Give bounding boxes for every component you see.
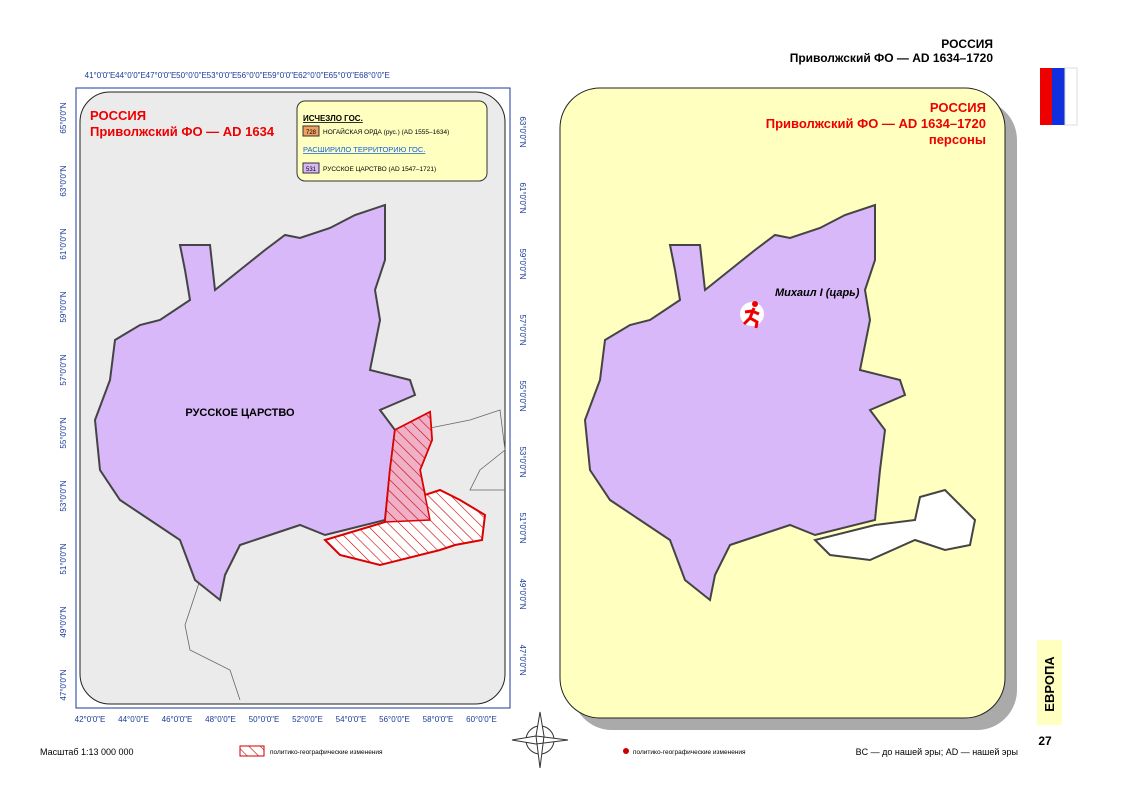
lon-tick-label: 46°0'0"E <box>162 715 193 724</box>
lat-tick-label: 53°0'0"N <box>59 480 68 511</box>
person-icon <box>740 301 764 329</box>
header-title: РОССИЯ <box>941 37 993 51</box>
lon-tick-label: 42°0'0"E <box>75 715 106 724</box>
lat-tick-label: 59°0'0"N <box>518 248 527 279</box>
lat-tick-label: 53°0'0"N <box>518 446 527 477</box>
map-title: РОССИЯ <box>930 100 986 115</box>
lon-tick-label: 48°0'0"E <box>205 715 236 724</box>
lon-tick-label: 56°0'0"E <box>237 71 268 80</box>
lon-tick-label: 44°0'0"E <box>115 71 146 80</box>
flag <box>1040 67 1078 126</box>
lat-tick-label: 49°0'0"N <box>518 578 527 609</box>
lat-tick-label: 55°0'0"N <box>59 417 68 448</box>
lon-tick-label: 47°0'0"E <box>146 71 177 80</box>
lon-tick-label: 58°0'0"E <box>423 715 454 724</box>
legend-heading: ИСЧЕЗЛО ГОС. <box>303 114 363 123</box>
lon-tick-label: 68°0'0"E <box>359 71 390 80</box>
legend-code: 531 <box>306 167 317 173</box>
page-number: 27 <box>1038 734 1052 748</box>
lon-tick-label: 50°0'0"E <box>176 71 207 80</box>
side-tab-label: ЕВРОПА <box>1042 656 1057 712</box>
side-tab <box>1037 640 1062 725</box>
era-note: BC — до нашей эры; AD — нашей эры <box>856 747 1018 757</box>
legend-label: НОГАЙСКАЯ ОРДА (рус.) (AD 1555–1634) <box>323 127 449 136</box>
lat-tick-label: 59°0'0"N <box>59 291 68 322</box>
dot-swatch <box>623 748 629 754</box>
hatch-legend: политико-географические изменения <box>270 749 383 756</box>
lon-tick-label: 50°0'0"E <box>249 715 280 724</box>
lat-tick-label: 57°0'0"N <box>518 314 527 345</box>
legend-code: 728 <box>306 130 317 136</box>
lat-tick-label: 51°0'0"N <box>518 512 527 543</box>
compass <box>511 711 569 769</box>
lat-tick-label: 61°0'0"N <box>59 228 68 259</box>
header-subtitle: Приволжский ФО — AD 1634–1720 <box>790 51 994 65</box>
lon-tick-label: 54°0'0"E <box>336 715 367 724</box>
lat-tick-label: 51°0'0"N <box>59 543 68 574</box>
map-subtitle: Приволжский ФО — AD 1634–1720 <box>766 116 986 131</box>
lon-tick-label: 53°0'0"E <box>207 71 238 80</box>
lat-tick-label: 65°0'0"N <box>59 102 68 133</box>
hatch-swatch <box>239 745 265 757</box>
lon-tick-label: 60°0'0"E <box>466 715 497 724</box>
map-subtitle: Приволжский ФО — AD 1634 <box>90 124 275 139</box>
lat-tick-label: 57°0'0"N <box>59 354 68 385</box>
legend: ИСЧЕЗЛО ГОС. 728 НОГАЙСКАЯ ОРДА (рус.) (… <box>296 100 488 182</box>
white-area <box>813 488 977 562</box>
scale: Масштаб 1:13 000 000 <box>40 747 134 757</box>
lat-tick-label: 47°0'0"N <box>518 644 527 675</box>
person-label: Михаил I (царь) <box>775 287 860 299</box>
lat-tick-label: 61°0'0"N <box>518 182 527 213</box>
lon-tick-label: 56°0'0"E <box>379 715 410 724</box>
lon-tick-label: 44°0'0"E <box>118 715 149 724</box>
map-caption: персоны <box>929 132 986 147</box>
border <box>419 409 506 491</box>
legend-heading: РАСШИРИЛО ТЕРРИТОРИЮ ГОС. <box>303 145 425 154</box>
dot-legend: политико-географические изменения <box>633 749 746 756</box>
lon-tick-label: 52°0'0"E <box>292 715 323 724</box>
lat-tick-label: 47°0'0"N <box>59 669 68 700</box>
lon-tick-label: 62°0'0"E <box>298 71 329 80</box>
region-label: РУССКОЕ ЦАРСТВО <box>185 407 295 419</box>
lat-tick-label: 63°0'0"N <box>59 165 68 196</box>
lat-tick-label: 63°0'0"N <box>518 116 527 147</box>
map-title: РОССИЯ <box>90 108 146 123</box>
lat-tick-label: 55°0'0"N <box>518 380 527 411</box>
lat-tick-label: 49°0'0"N <box>59 606 68 637</box>
border <box>184 579 241 701</box>
lon-tick-label: 41°0'0"E <box>85 71 116 80</box>
legend-label: РУССКОЕ ЦАРСТВО (AD 1547–1721) <box>323 166 436 173</box>
annexed-area <box>384 410 433 523</box>
lon-tick-label: 65°0'0"E <box>329 71 360 80</box>
lon-tick-label: 59°0'0"E <box>268 71 299 80</box>
